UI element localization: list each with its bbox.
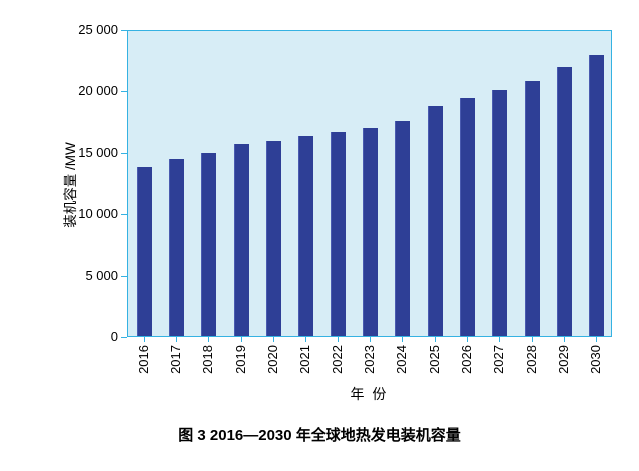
x-tick-label: 2016 xyxy=(135,345,151,374)
x-tick-mark xyxy=(370,337,371,342)
x-tick-mark xyxy=(338,337,339,342)
bar-2020 xyxy=(266,141,281,336)
y-tick-mark xyxy=(121,153,127,154)
bar-2016 xyxy=(137,167,152,336)
x-tick-mark xyxy=(499,337,500,342)
x-tick-mark xyxy=(467,337,468,342)
x-tick-label: 2019 xyxy=(232,345,248,374)
x-tick-label: 2028 xyxy=(523,345,539,374)
y-tick-label: 25 000 xyxy=(78,22,118,37)
x-tick-mark xyxy=(532,337,533,342)
x-tick-label: 2017 xyxy=(167,345,183,374)
figure-caption: 图 3 2016—2030 年全球地热发电装机容量 xyxy=(178,427,461,444)
y-axis-title: 装机容量 /MW xyxy=(63,142,78,228)
y-tick-mark xyxy=(121,91,127,92)
y-tick-label: 15 000 xyxy=(78,145,118,160)
bar-2027 xyxy=(492,90,507,336)
x-tick-mark xyxy=(435,337,436,342)
x-tick-mark xyxy=(273,337,274,342)
x-tick-label: 2020 xyxy=(264,345,280,374)
bar-2028 xyxy=(525,81,540,336)
bar-2021 xyxy=(298,136,313,336)
bar-2023 xyxy=(363,128,378,336)
y-tick-mark xyxy=(121,214,127,215)
x-tick-mark xyxy=(305,337,306,342)
bar-2030 xyxy=(589,55,604,336)
y-tick-label: 20 000 xyxy=(78,83,118,98)
x-tick-label: 2018 xyxy=(199,345,215,374)
bar-2019 xyxy=(234,144,249,336)
x-tick-mark xyxy=(402,337,403,342)
x-tick-label: 2023 xyxy=(361,345,377,374)
x-tick-mark xyxy=(144,337,145,342)
y-tick-label: 10 000 xyxy=(78,206,118,221)
bar-2018 xyxy=(201,153,216,336)
x-tick-mark xyxy=(176,337,177,342)
bar-2026 xyxy=(460,98,475,336)
x-tick-mark xyxy=(241,337,242,342)
bar-2029 xyxy=(557,67,572,336)
bar-2022 xyxy=(331,132,346,336)
bar-2024 xyxy=(395,121,410,336)
bar-2017 xyxy=(169,159,184,336)
x-tick-label: 2029 xyxy=(555,345,571,374)
x-tick-mark xyxy=(208,337,209,342)
x-axis-title: 年 份 xyxy=(350,386,389,402)
x-tick-mark xyxy=(596,337,597,342)
x-tick-label: 2021 xyxy=(296,345,312,374)
y-tick-mark xyxy=(121,276,127,277)
y-tick-label: 0 xyxy=(110,329,118,344)
y-tick-mark xyxy=(121,337,127,338)
y-tick-label: 5 000 xyxy=(85,268,118,283)
x-tick-label: 2025 xyxy=(426,345,442,374)
x-tick-label: 2022 xyxy=(329,345,345,374)
x-tick-mark xyxy=(564,337,565,342)
x-tick-label: 2027 xyxy=(490,345,506,374)
x-tick-label: 2024 xyxy=(393,345,409,374)
bar-2025 xyxy=(428,106,443,336)
plot-area xyxy=(127,30,612,337)
x-tick-label: 2030 xyxy=(587,345,603,374)
x-tick-label: 2026 xyxy=(458,345,474,374)
y-tick-mark xyxy=(121,30,127,31)
